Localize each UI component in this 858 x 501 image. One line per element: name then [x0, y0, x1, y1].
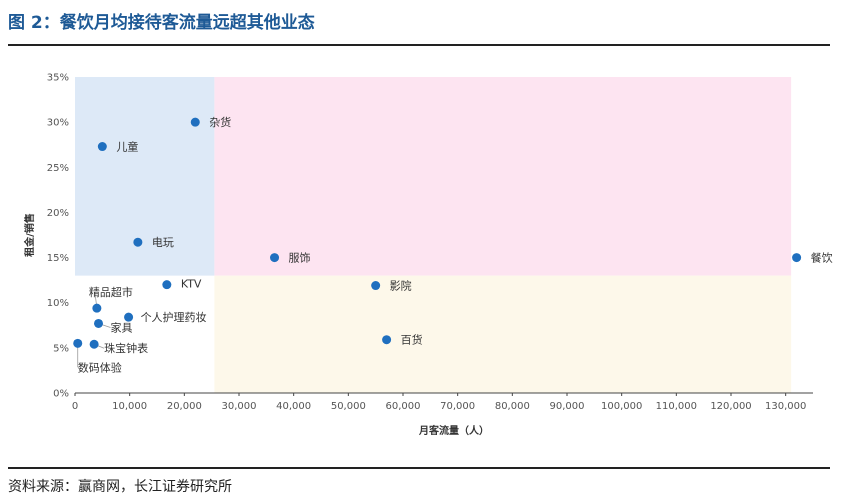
point-label: 杂货	[209, 115, 231, 129]
y-tick-label: 30%	[47, 118, 69, 129]
y-tick-label: 0%	[53, 389, 69, 400]
data-point	[124, 312, 134, 322]
y-tick-label: 5%	[53, 343, 69, 354]
region-low-traffic-high-ratio	[75, 77, 215, 276]
data-point	[73, 338, 83, 348]
y-axis-title: 租金/销售	[23, 213, 36, 257]
point-label: 个人护理药妆	[141, 310, 207, 324]
x-tick-label: 0	[72, 401, 78, 412]
region-high-traffic-low-ratio	[214, 275, 792, 393]
point-label: 百货	[401, 333, 423, 347]
x-tick-label: 30,000	[222, 401, 257, 412]
source-rule	[8, 467, 830, 469]
x-tick-label: 100,000	[601, 401, 642, 412]
point-label: 家具	[111, 320, 133, 334]
x-tick-label: 40,000	[276, 401, 311, 412]
x-tick-label: 10,000	[112, 401, 147, 412]
data-point	[162, 280, 172, 290]
source-note: 资料来源：赢商网，长江证券研究所	[8, 479, 232, 495]
point-label: 餐饮	[811, 251, 833, 265]
point-label: 儿童	[116, 140, 138, 154]
data-point	[89, 339, 99, 349]
point-label: 影院	[390, 279, 412, 293]
data-point	[190, 117, 200, 127]
x-tick-label: 130,000	[765, 401, 806, 412]
x-tick-label: 50,000	[331, 401, 366, 412]
point-label: 服饰	[289, 251, 311, 265]
y-tick-label: 25%	[47, 163, 69, 174]
y-tick-label: 35%	[47, 73, 69, 84]
x-tick-label: 70,000	[440, 401, 475, 412]
data-point	[133, 237, 143, 247]
figure-title: 图 2：餐饮月均接待客流量远超其他业态	[8, 13, 315, 33]
data-point	[371, 281, 381, 291]
x-axis-title: 月客流量（人）	[418, 424, 489, 437]
point-label: 珠宝钟表	[104, 341, 148, 355]
point-label: 数码体验	[78, 360, 122, 374]
x-tick-label: 20,000	[167, 401, 202, 412]
data-point	[792, 253, 802, 263]
data-point	[94, 318, 104, 328]
data-point	[382, 335, 392, 345]
scatter-chart: 0% 5% 10% 15% 20% 25% 30% 35% 0 10,000 20,000 30,00…	[23, 73, 833, 438]
y-tick-label: 20%	[47, 208, 69, 219]
x-tick-label: 110,000	[656, 401, 697, 412]
data-point	[92, 303, 102, 313]
data-point	[270, 253, 280, 263]
point-label: 精品超市	[89, 285, 133, 299]
point-label: 电玩	[152, 236, 174, 249]
y-tick-label: 10%	[47, 298, 69, 309]
x-tick-label: 90,000	[550, 401, 585, 412]
x-tick-label: 120,000	[710, 401, 751, 412]
title-rule	[8, 44, 830, 46]
point-label: KTV	[181, 278, 202, 291]
x-tick-label: 80,000	[495, 401, 530, 412]
y-tick-label: 15%	[47, 253, 69, 264]
data-point	[97, 142, 107, 152]
x-tick-label: 60,000	[386, 401, 421, 412]
region-high-traffic-high-ratio	[214, 77, 792, 276]
